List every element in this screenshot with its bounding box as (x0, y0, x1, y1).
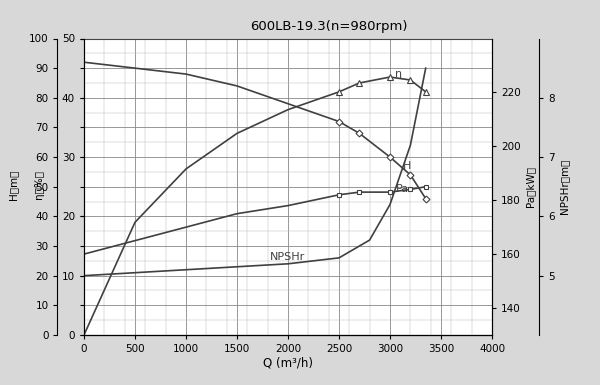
X-axis label: Q (m³/h): Q (m³/h) (263, 357, 313, 370)
Text: H（m）: H（m） (8, 170, 18, 200)
Y-axis label: NPSHr（m）: NPSHr（m） (559, 159, 569, 214)
Y-axis label: Pa（kW）: Pa（kW） (525, 166, 535, 207)
Text: Pa: Pa (396, 184, 409, 194)
Title: 600LB-19.3(n=980rpm): 600LB-19.3(n=980rpm) (250, 20, 407, 33)
Text: η（%）: η（%） (34, 170, 44, 199)
Text: η: η (395, 69, 402, 79)
Text: NPSHr: NPSHr (269, 252, 305, 262)
Text: H: H (403, 161, 412, 171)
